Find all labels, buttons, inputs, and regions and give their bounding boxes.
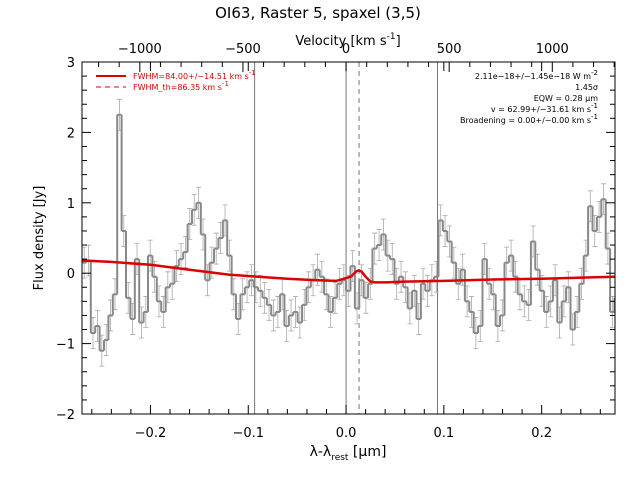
velocity-tick-label: 500 — [437, 42, 462, 57]
error-bar — [636, 325, 640, 356]
error-bar — [632, 279, 637, 310]
annotation-line: EQW = 0.28 μm — [534, 94, 598, 103]
y-axis-label: Flux density [Jy] — [32, 186, 47, 291]
y-tick-label: 0 — [67, 267, 75, 282]
y-tick-label: −1 — [56, 338, 75, 353]
velocity-tick-label: −1000 — [118, 42, 162, 57]
plot-frame — [81, 61, 616, 415]
fit-curve — [82, 259, 615, 284]
error-bar — [623, 251, 628, 282]
x-tick-label: −0.1 — [232, 426, 264, 441]
x-tick-label: 0.2 — [531, 426, 552, 441]
annotation-line: v = 62.99+/−31.61 km s-1 — [491, 102, 598, 114]
bottom-axis-ticks: −0.2 −0.1 0.0 0.1 0.2 — [91, 62, 601, 441]
velocity-tick-label: 1000 — [536, 42, 569, 57]
error-bar — [627, 261, 632, 292]
x-tick-label: 0.0 — [336, 426, 357, 441]
chart-title: OI63, Raster 5, spaxel (3,5) — [215, 4, 421, 22]
y-tick-label: 1 — [67, 197, 75, 212]
legend-label: FWHM=84.00+/−14.51 km s-1 — [133, 69, 256, 81]
left-axis-ticks: −2 −1 0 1 2 3 — [56, 56, 615, 423]
top-axis-ticks: −1000 −500 0 500 1000 — [98, 42, 615, 72]
spectrum-series — [82, 113, 615, 352]
legend-label: FWHM_th=86.35 km s-1 — [133, 80, 229, 92]
y-tick-label: 2 — [67, 126, 75, 141]
annotation-line: Broadening = 0.00+/−0.00 km s-1 — [460, 113, 598, 125]
plot-area — [81, 61, 640, 415]
y-tick-label: −2 — [56, 408, 75, 423]
y-tick-label: 3 — [67, 56, 75, 71]
velocity-tick-label: 0 — [342, 42, 350, 57]
annotation-line: 2.11e−18+/−1.45e−18 W m-2 — [475, 69, 598, 81]
x-tick-label: 0.1 — [434, 426, 455, 441]
x-axis-label: λ-λrest [μm] — [310, 444, 387, 463]
error-bars — [82, 98, 640, 367]
top-axis-label: Velocity [km s-1] — [295, 32, 400, 49]
error-bar — [619, 272, 624, 303]
x-tick-label: −0.2 — [135, 426, 167, 441]
fit-annotations: 2.11e−18+/−1.45e−18 W m-2 1.45σ EQW = 0.28… — [460, 69, 598, 125]
velocity-tick-label: −500 — [225, 42, 261, 57]
annotation-line: 1.45σ — [575, 83, 598, 92]
